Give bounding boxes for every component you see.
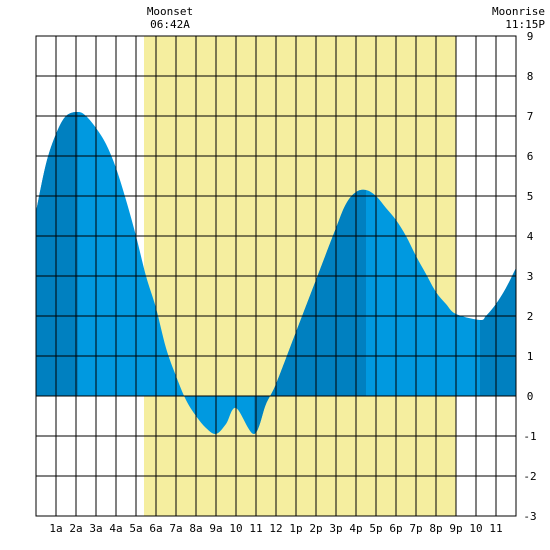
y-tick-label: -2 (523, 470, 536, 483)
x-tick-label: 6p (389, 522, 402, 535)
y-tick-label: 1 (527, 350, 534, 363)
x-tick-label: 6a (149, 522, 162, 535)
y-tick-label: 3 (527, 270, 534, 283)
x-tick-label: 1p (289, 522, 302, 535)
y-tick-label: 6 (527, 150, 534, 163)
annotation-time: 11:15P (505, 18, 545, 31)
y-tick-label: -3 (523, 510, 536, 523)
x-tick-label: 9a (209, 522, 222, 535)
y-tick-label: 5 (527, 190, 534, 203)
annotation-time: 06:42A (150, 18, 190, 31)
x-tick-label: 2a (69, 522, 82, 535)
x-tick-label: 7p (409, 522, 422, 535)
annotation-label: Moonrise (492, 5, 545, 18)
x-tick-label: 2p (309, 522, 322, 535)
x-tick-label: 10 (229, 522, 242, 535)
x-axis-ticks: 1a 2a 3a 4a 5a 6a 7a 8a 9a 10 11 12 1p 2p 3p 4p 5p 6p 7p 8p… (49, 522, 502, 535)
y-tick-label: 4 (527, 230, 534, 243)
x-tick-label: 4p (349, 522, 362, 535)
x-tick-label: 7a (169, 522, 182, 535)
y-tick-label: 7 (527, 110, 534, 123)
y-tick-label: 2 (527, 310, 534, 323)
x-tick-label: 5p (369, 522, 382, 535)
y-tick-label: -1 (523, 430, 536, 443)
x-tick-label: 3p (329, 522, 342, 535)
x-tick-label: 12 (269, 522, 282, 535)
grid (35, 35, 517, 517)
annotation-label: Moonset (147, 5, 193, 18)
x-tick-label: 8a (189, 522, 202, 535)
y-tick-label: 9 (527, 30, 534, 43)
x-tick-label: 10 (469, 522, 482, 535)
y-tick-label: 8 (527, 70, 534, 83)
y-tick-label: 0 (527, 390, 534, 403)
x-tick-label: 8p (429, 522, 442, 535)
x-tick-label: 1a (49, 522, 62, 535)
x-tick-label: 11 (489, 522, 502, 535)
x-tick-label: 9p (449, 522, 462, 535)
y-axis-ticks: -3 -2 -1 0 1 2 3 4 5 6 7 8 9 (523, 30, 536, 523)
x-tick-label: 5a (129, 522, 142, 535)
x-tick-label: 4a (109, 522, 122, 535)
plot-frame (35, 35, 517, 517)
x-tick-label: 11 (249, 522, 262, 535)
x-tick-label: 3a (89, 522, 102, 535)
